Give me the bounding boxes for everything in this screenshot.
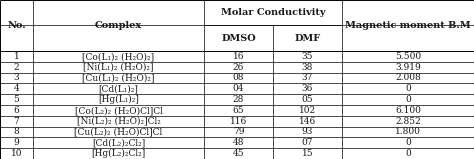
Text: 79: 79 [233, 128, 244, 136]
Text: 1: 1 [14, 52, 19, 61]
Text: 3.919: 3.919 [395, 63, 421, 72]
Text: Magnetic moment B.M: Magnetic moment B.M [345, 21, 471, 30]
Text: [Cd(L₂)₂Cl₂]: [Cd(L₂)₂Cl₂] [92, 138, 145, 147]
Text: 08: 08 [233, 73, 244, 82]
Text: 6: 6 [14, 106, 19, 115]
Text: [Hg(L₂)₂Cl₂]: [Hg(L₂)₂Cl₂] [91, 149, 146, 158]
Text: 0: 0 [405, 95, 411, 104]
Text: 1.800: 1.800 [395, 128, 421, 136]
Text: 65: 65 [233, 106, 244, 115]
Text: 0: 0 [405, 84, 411, 93]
Text: 0: 0 [405, 138, 411, 147]
Text: 102: 102 [299, 106, 316, 115]
Text: [Cu(L₁)₂ (H₂O)₂]: [Cu(L₁)₂ (H₂O)₂] [82, 73, 155, 82]
Text: DMF: DMF [294, 34, 320, 43]
Text: 04: 04 [233, 84, 244, 93]
Text: 8: 8 [14, 128, 19, 136]
Text: 93: 93 [302, 128, 313, 136]
Text: 05: 05 [301, 95, 313, 104]
Text: [Co(L₂)₂ (H₂O)Cl]Cl: [Co(L₂)₂ (H₂O)Cl]Cl [74, 106, 163, 115]
Text: 10: 10 [11, 149, 22, 158]
Text: 2.852: 2.852 [395, 117, 421, 126]
Text: [Ni(L₂)₂ (H₂O)₂]Cl₂: [Ni(L₂)₂ (H₂O)₂]Cl₂ [77, 117, 160, 126]
Text: [Cu(L₂)₂ (H₂O)Cl]Cl: [Cu(L₂)₂ (H₂O)Cl]Cl [74, 128, 163, 136]
Text: 26: 26 [233, 63, 244, 72]
Text: 5.500: 5.500 [395, 52, 421, 61]
Text: 36: 36 [302, 84, 313, 93]
Text: Complex: Complex [95, 21, 142, 30]
Text: 45: 45 [233, 149, 244, 158]
Text: 15: 15 [301, 149, 313, 158]
Text: 6.100: 6.100 [395, 106, 421, 115]
Text: 07: 07 [302, 138, 313, 147]
Text: No.: No. [7, 21, 26, 30]
Text: 16: 16 [233, 52, 244, 61]
Text: [Ni(L₁)₂ (H₂O)₂]: [Ni(L₁)₂ (H₂O)₂] [83, 63, 154, 72]
Text: 116: 116 [230, 117, 247, 126]
Text: 7: 7 [14, 117, 19, 126]
Text: [Co(L₁)₂ (H₂O)₂]: [Co(L₁)₂ (H₂O)₂] [82, 52, 155, 61]
Text: 146: 146 [299, 117, 316, 126]
Text: Molar Conductivity: Molar Conductivity [221, 8, 325, 17]
Text: 28: 28 [233, 95, 244, 104]
Text: 3: 3 [14, 73, 19, 82]
Text: 9: 9 [14, 138, 19, 147]
Text: 48: 48 [233, 138, 244, 147]
Text: 0: 0 [405, 149, 411, 158]
Text: 35: 35 [302, 52, 313, 61]
Text: [Hg(L₁)₂]: [Hg(L₁)₂] [98, 95, 139, 104]
Text: 4: 4 [14, 84, 19, 93]
Text: 2: 2 [14, 63, 19, 72]
Text: DMSO: DMSO [221, 34, 256, 43]
Text: [Cd(L₁)₂]: [Cd(L₁)₂] [99, 84, 138, 93]
Text: 2.008: 2.008 [395, 73, 421, 82]
Text: 37: 37 [302, 73, 313, 82]
Text: 5: 5 [14, 95, 19, 104]
Text: 38: 38 [302, 63, 313, 72]
